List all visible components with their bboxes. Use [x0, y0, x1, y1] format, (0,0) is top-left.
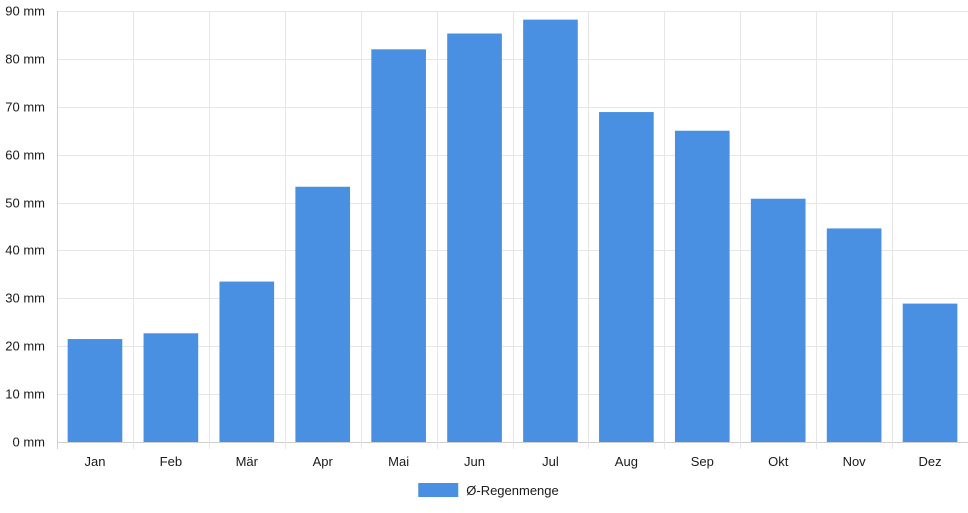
bar-feb[interactable] — [143, 333, 199, 442]
y-tick-label: 50 mm — [5, 196, 45, 211]
bar-nov[interactable] — [826, 228, 882, 442]
bar-aug[interactable] — [599, 112, 654, 443]
x-tick-label: Jul — [542, 454, 559, 469]
bar-jul[interactable] — [523, 19, 578, 443]
bars-layer — [67, 19, 958, 443]
legend[interactable]: Ø-Regenmenge — [418, 483, 559, 498]
y-tick-label: 70 mm — [5, 100, 45, 115]
bar-apr[interactable] — [295, 186, 351, 442]
x-tick-label: Nov — [843, 454, 867, 469]
y-tick-label: 20 mm — [5, 339, 45, 354]
y-tick-label: 90 mm — [5, 4, 45, 19]
y-tick-label: 60 mm — [5, 148, 45, 163]
y-tick-label: 40 mm — [5, 243, 45, 258]
bar-mai[interactable] — [371, 49, 426, 443]
x-tick-label: Mär — [236, 454, 259, 469]
x-tick-label: Jan — [84, 454, 105, 469]
x-tick-label: Feb — [160, 454, 182, 469]
bar-dez[interactable] — [902, 303, 958, 442]
y-tick-label: 80 mm — [5, 52, 45, 67]
bar-mär[interactable] — [219, 281, 275, 442]
bar-sep[interactable] — [674, 130, 730, 442]
x-tick-label: Aug — [615, 454, 638, 469]
x-tick-label: Sep — [691, 454, 714, 469]
bar-okt[interactable] — [750, 198, 806, 442]
x-tick-label: Mai — [388, 454, 409, 469]
x-tick-label: Jun — [464, 454, 485, 469]
y-tick-label: 10 mm — [5, 387, 45, 402]
x-tick-label: Dez — [918, 454, 941, 469]
x-tick-label: Apr — [313, 454, 334, 469]
y-tick-label: 30 mm — [5, 291, 45, 306]
legend-label: Ø-Regenmenge — [466, 483, 559, 498]
y-tick-label: 0 mm — [13, 435, 46, 450]
bar-jan[interactable] — [67, 339, 123, 442]
bar-jun[interactable] — [447, 33, 502, 442]
grid-layer — [57, 11, 968, 449]
x-tick-label: Okt — [768, 454, 789, 469]
legend-swatch[interactable] — [418, 483, 459, 497]
y-axis-labels: 0 mm 10 mm 20 mm 30 mm 40 mm 50 mm 60 mm 70 mm 8… — [5, 4, 45, 450]
x-axis-labels: Jan Feb Mär Apr Mai Jun Jul Aug Sep Okt Nov Dez — [84, 454, 941, 469]
